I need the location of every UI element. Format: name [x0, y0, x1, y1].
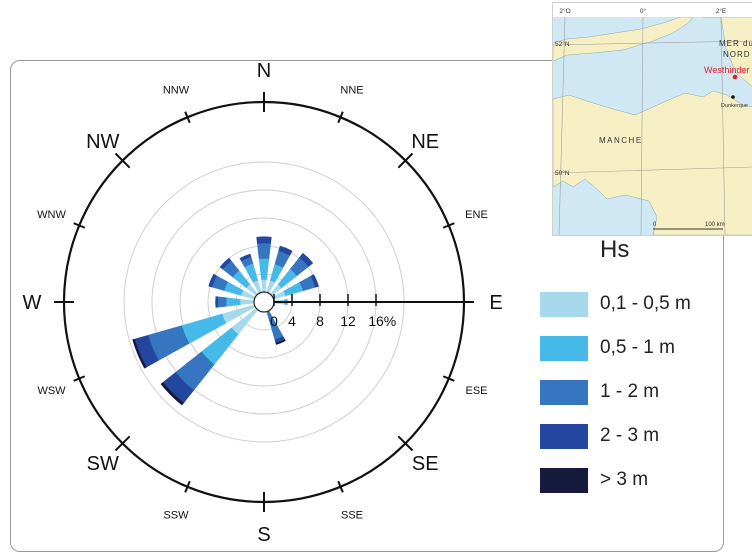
- direction-tick: [337, 480, 344, 493]
- legend-label: 0,1 - 0,5 m: [600, 293, 691, 314]
- port-marker-icon: [731, 95, 735, 99]
- center-circle: [253, 291, 275, 313]
- legend-label: 2 - 3 m: [600, 425, 660, 446]
- direction-tick: [184, 111, 191, 124]
- legend-label: 0,5 - 1 m: [600, 337, 675, 358]
- petal-hs-01-05: [261, 279, 267, 293]
- direction-label: NE: [411, 131, 439, 153]
- site-marker-icon: [732, 74, 738, 80]
- direction-label: NNW: [163, 85, 190, 97]
- legend-item: 1 - 2 m: [540, 370, 740, 414]
- petal-hs-2-3: [208, 273, 218, 288]
- map-parallel: [552, 166, 752, 174]
- map-meridian: [558, 16, 566, 236]
- petal-hs-gt3: [275, 339, 286, 345]
- direction-label: N: [257, 61, 271, 82]
- legend-swatch: [540, 291, 588, 317]
- legend: Hs 0,1 - 0,5 m 0,5 - 1 m 1 - 2 m 2 - 3 m > 3…: [540, 236, 740, 502]
- legend-swatch: [540, 379, 588, 405]
- direction-label: WSW: [37, 385, 66, 397]
- legend-items: 0,1 - 0,5 m 0,5 - 1 m 1 - 2 m 2 - 3 m > 3 m: [540, 282, 740, 502]
- direction-label: W: [23, 292, 42, 314]
- map-meridian: [720, 16, 726, 236]
- petal-hs-2-3: [299, 252, 314, 267]
- direction-label: ESE: [465, 385, 487, 397]
- map-land-france: [552, 90, 752, 236]
- inset-map: 2°O 0° 2°E 52°N 50°N MER du NORD MANCHE …: [552, 2, 752, 236]
- legend-label: 1 - 2 m: [600, 381, 660, 402]
- radial-axis-tick-label: 16: [368, 313, 384, 329]
- legend-title: Hs: [600, 236, 630, 263]
- petal-hs-gt3: [160, 381, 185, 406]
- legend-item: > 3 m: [540, 458, 740, 502]
- petal-hs-05-1: [258, 258, 270, 280]
- map-top-margin: [553, 3, 752, 17]
- direction-label: E: [489, 292, 502, 314]
- radial-axis-tick-label: 0: [270, 313, 278, 329]
- petal-hs-2-3: [278, 245, 293, 256]
- inset-map-svg: 2°O 0° 2°E 52°N 50°N MER du NORD MANCHE …: [552, 3, 752, 236]
- direction-label: S: [257, 524, 270, 541]
- map-meridian: [640, 16, 644, 236]
- direction-label: NW: [86, 131, 119, 153]
- petal-hs-05-1: [244, 263, 259, 283]
- sea-label-1: MER du: [719, 39, 752, 48]
- site-label: Westhinder: [704, 65, 749, 75]
- legend-item: 0,1 - 0,5 m: [540, 282, 740, 326]
- petal-hs-01-05: [239, 299, 255, 305]
- sea-label-2: NORD: [723, 50, 751, 59]
- scale-label-start: 0: [653, 222, 657, 228]
- petal-hs-2-3: [256, 236, 272, 244]
- radial-axis-unit: %: [384, 313, 396, 329]
- legend-swatch: [540, 335, 588, 361]
- sea-label-3: MANCHE: [599, 136, 643, 145]
- legend-item: 2 - 3 m: [540, 414, 740, 458]
- petal-hs-2-3: [310, 274, 320, 288]
- direction-tick: [397, 435, 414, 452]
- direction-label: SW: [87, 453, 119, 475]
- lat-tick-1: 52°N: [555, 40, 570, 48]
- map-parallel: [552, 40, 752, 46]
- lon-tick-1: 2°O: [559, 7, 570, 15]
- legend-swatch: [540, 467, 588, 493]
- direction-tick: [73, 375, 86, 382]
- petal-hs-2-3: [219, 257, 232, 270]
- legend-item: 0,5 - 1 m: [540, 326, 740, 370]
- petal-hs-gt3: [132, 338, 147, 369]
- direction-label: SSW: [163, 509, 189, 521]
- direction-label: WNW: [37, 209, 66, 221]
- direction-tick: [397, 152, 414, 169]
- direction-label: NNE: [340, 85, 363, 97]
- direction-label: ENE: [465, 209, 488, 221]
- lat-tick-2: 50°N: [555, 169, 570, 177]
- petal-hs-1-2: [257, 242, 271, 259]
- direction-tick: [442, 375, 455, 382]
- radial-axis-tick-label: 4: [288, 313, 296, 329]
- scale-label-end: 100 km: [705, 222, 725, 228]
- petal-hs-1-2: [217, 296, 227, 308]
- lon-tick-3: 2°E: [716, 7, 727, 15]
- direction-label: SSE: [341, 509, 363, 521]
- direction-tick: [114, 435, 131, 452]
- petal-hs-2-3: [215, 296, 219, 308]
- direction-tick: [442, 222, 455, 229]
- port-label: Dunkerque: [721, 103, 748, 109]
- petal-hs-05-1: [225, 297, 241, 307]
- direction-tick: [184, 480, 191, 493]
- direction-label: SE: [412, 453, 439, 475]
- petal-hs-2-3: [239, 253, 252, 262]
- lon-tick-2: 0°: [640, 7, 647, 15]
- legend-swatch: [540, 423, 588, 449]
- direction-tick: [337, 111, 344, 124]
- radial-axis-tick-label: 12: [340, 313, 356, 329]
- radial-axis-tick-label: 8: [316, 313, 324, 329]
- petal-hs-05-1: [223, 281, 244, 296]
- direction-tick: [73, 222, 86, 229]
- direction-tick: [114, 152, 131, 169]
- legend-label: > 3 m: [600, 469, 649, 490]
